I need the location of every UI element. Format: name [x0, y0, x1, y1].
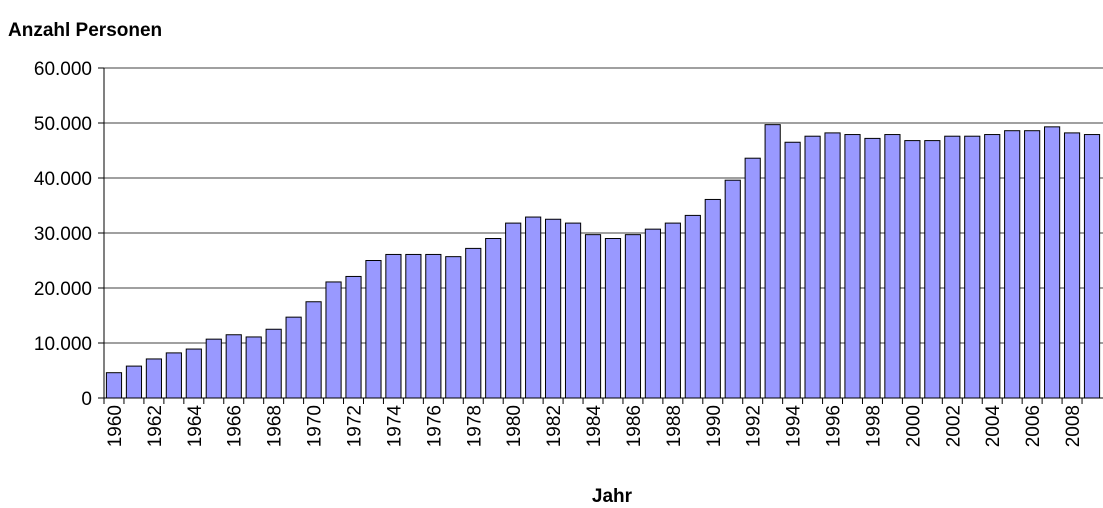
x-tick-label: 1978 [464, 405, 485, 447]
x-tick-label: 1962 [145, 405, 166, 447]
x-tick-label: 1974 [384, 405, 405, 448]
bar [205, 338, 222, 399]
bar [1044, 126, 1061, 399]
bar [764, 124, 781, 399]
x-tick-label: 1994 [784, 405, 805, 448]
bar [824, 132, 841, 399]
bar [185, 348, 202, 399]
bar [564, 222, 582, 399]
x-tick-label: 1976 [424, 405, 445, 447]
bar [445, 256, 462, 399]
bar [125, 365, 143, 399]
x-tick-label: 1964 [185, 405, 206, 448]
bar [345, 275, 362, 399]
x-tick-label: 1986 [624, 405, 645, 447]
bar [325, 281, 342, 399]
bar [105, 372, 123, 399]
bar [285, 316, 302, 399]
x-tick-label: 1970 [305, 405, 326, 447]
bar [944, 135, 961, 399]
y-tick-label: 0 [81, 389, 92, 410]
x-tick-label: 1996 [824, 405, 845, 447]
y-tick-label: 50.000 [34, 114, 92, 135]
bar [525, 216, 542, 399]
bar [924, 140, 941, 399]
chart-title: Anzahl Personen [8, 20, 162, 41]
bar [964, 135, 981, 399]
bar [904, 140, 921, 399]
bar [425, 253, 442, 399]
bar [604, 238, 622, 399]
x-axis-title: Jahr [592, 486, 633, 507]
x-tick-label: 1984 [584, 405, 605, 448]
bar [584, 234, 602, 399]
bar [624, 234, 642, 399]
x-tick-label: 2000 [903, 405, 924, 447]
bar [485, 238, 502, 399]
bar [1083, 134, 1101, 399]
x-tick-label: 1960 [105, 405, 126, 447]
bar [505, 222, 522, 399]
x-tick-label: 2008 [1063, 405, 1084, 447]
bar [724, 179, 741, 399]
y-tick-label: 30.000 [34, 224, 92, 245]
bar [704, 198, 721, 399]
x-tick-label: 1988 [664, 405, 685, 447]
x-tick-label: 2006 [1023, 405, 1044, 447]
bar [545, 218, 562, 399]
x-tick-label: 1966 [225, 405, 246, 447]
x-tick-label: 1990 [704, 405, 725, 447]
bar [684, 214, 701, 399]
bar [644, 228, 661, 399]
bar [165, 352, 182, 399]
bar [1024, 130, 1041, 399]
y-tick-label: 60.000 [34, 59, 92, 80]
bar [1004, 130, 1021, 399]
y-tick-label: 40.000 [34, 169, 92, 190]
bar [265, 328, 282, 399]
bar [1063, 132, 1081, 399]
x-tick-label: 2002 [943, 405, 964, 447]
bar [744, 157, 761, 399]
bar [305, 301, 322, 399]
bar [804, 135, 821, 399]
bar [225, 334, 242, 399]
x-tick-label: 1992 [744, 405, 765, 447]
x-tick-label: 1972 [345, 405, 366, 447]
y-tick-label: 10.000 [34, 334, 92, 355]
bar [784, 141, 801, 399]
bar [245, 336, 262, 399]
bar [365, 260, 382, 399]
bar [884, 134, 901, 399]
bar [664, 222, 681, 399]
bar [385, 253, 402, 399]
x-tick-label: 1998 [863, 405, 884, 447]
bar [864, 137, 881, 399]
x-tick-label: 2004 [983, 405, 1004, 448]
bar [465, 247, 482, 399]
bar [145, 358, 162, 399]
x-tick-label: 1980 [504, 405, 525, 447]
bar [405, 253, 422, 399]
x-tick-label: 1982 [544, 405, 565, 447]
bar [984, 134, 1001, 399]
x-tick-label: 1968 [265, 405, 286, 447]
y-tick-label: 20.000 [34, 279, 92, 300]
bar [844, 134, 861, 399]
